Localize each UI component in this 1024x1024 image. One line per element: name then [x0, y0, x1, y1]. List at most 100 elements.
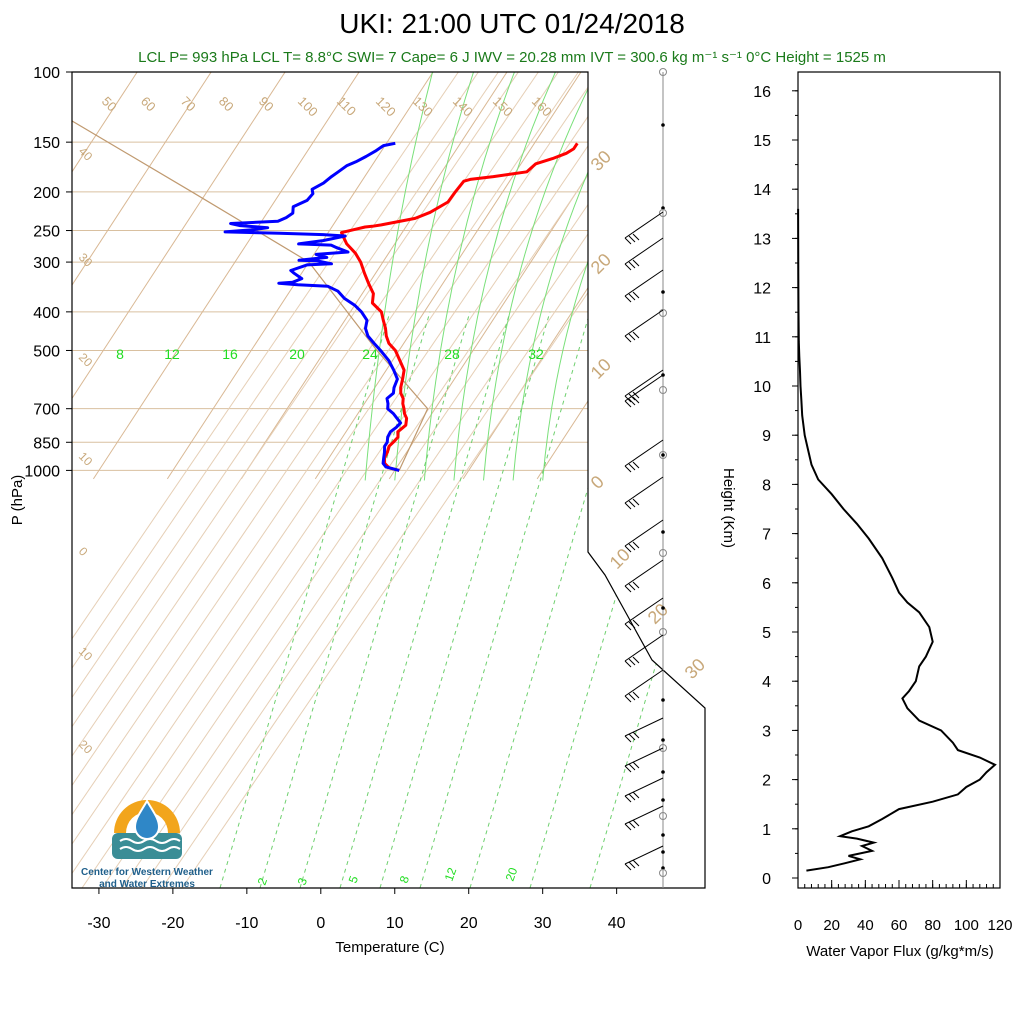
mixing-ratio-label: 5 — [346, 874, 362, 885]
wind-level-dot — [661, 698, 665, 702]
dry-adiabat-label: 110 — [334, 94, 359, 119]
wind-barb-flag — [632, 233, 640, 241]
pressure-tick-label: 200 — [33, 185, 60, 202]
wind-barb-flag — [624, 823, 632, 831]
wind-barb-flag — [624, 400, 632, 408]
wind-barb — [624, 634, 664, 662]
mixing-ratio-label: 16 — [222, 346, 238, 362]
wind-level-dot — [661, 738, 665, 742]
wind-barb — [624, 669, 664, 697]
wind-barb-flag — [624, 585, 632, 593]
wind-barb-flag — [628, 583, 636, 591]
flux-tick-label: 100 — [954, 917, 979, 934]
isotherm-line — [240, 72, 508, 480]
dewpoint-profile-line — [223, 141, 403, 472]
wind-barb-flag — [624, 695, 632, 703]
dry-adiabat-line — [81, 72, 639, 888]
isotherm-line — [72, 72, 212, 287]
isotherm-edge-label: 0 — [76, 544, 91, 559]
wind-level-dot — [661, 606, 665, 610]
pressure-tick-label: 700 — [33, 402, 60, 419]
flux-tick-label: 0 — [794, 917, 802, 934]
pressure-tick-label: 250 — [33, 224, 60, 241]
wind-barb-flag — [632, 761, 640, 769]
dry-adiabat-line — [72, 72, 579, 816]
height-tick-label: 16 — [753, 84, 771, 101]
wind-level-dot — [661, 833, 665, 837]
wind-barb-flag — [628, 861, 636, 869]
wind-barb-flag — [632, 619, 640, 627]
wind-barb-flag — [624, 623, 632, 631]
cw3e-logo: Center for Western Weather and Water Ext… — [72, 785, 222, 895]
wind-level-dot — [661, 206, 665, 210]
pressure-tick-label: 400 — [33, 305, 60, 322]
pressure-tick-label: 150 — [33, 135, 60, 152]
wind-barb-flag — [632, 819, 640, 827]
wind-level-dot — [661, 798, 665, 802]
wind-barb-flag — [632, 331, 640, 339]
logo-text-line1: Center for Western Weather — [81, 867, 213, 878]
mixing-ratio-label: 12 — [164, 346, 180, 362]
mixing-ratio-label: 32 — [528, 346, 544, 362]
dry-adiabat-line — [72, 72, 499, 699]
wind-barb-flag — [628, 235, 636, 243]
isotherm-edge-label: 10 — [76, 644, 96, 664]
wind-panel-mask — [588, 72, 1000, 900]
wind-calm-circle — [659, 386, 667, 394]
pressure-tick-label: 300 — [33, 255, 60, 272]
moist-adiabat-line — [423, 72, 516, 481]
flux-tick-label: 20 — [823, 917, 840, 934]
wind-barb-flag — [632, 396, 640, 404]
wind-barb — [624, 269, 664, 297]
dry-adiabat-label: 80 — [216, 94, 237, 115]
chart-title: UKI: 21:00 UTC 01/24/2018 — [339, 8, 685, 39]
mixing-ratio-label: 12 — [442, 865, 460, 883]
x-axis-label: Temperature (C) — [335, 939, 444, 956]
wind-calm-circle — [659, 451, 667, 459]
dry-adiabat-label: 130 — [410, 94, 436, 120]
isotherm-line — [92, 72, 360, 480]
mixing-ratio-line — [419, 311, 591, 888]
wind-barb — [624, 211, 664, 239]
wind-barb-flag — [624, 863, 632, 871]
wind-barb-flag — [628, 621, 636, 629]
wind-level-dot — [661, 770, 665, 774]
wind-barb-flag — [632, 859, 640, 867]
wind-barb — [624, 476, 664, 504]
height-tick-label: 11 — [754, 330, 771, 347]
logo-text-line2: and Water Extremes — [99, 879, 195, 890]
mixing-ratio-label: 8 — [116, 346, 124, 362]
wind-level-dot — [661, 866, 665, 870]
wind-barb — [624, 559, 664, 587]
dry-adiabat-label: 100 — [295, 94, 321, 120]
moist-adiabat-line — [483, 72, 597, 481]
temperature-tick-label: -30 — [87, 915, 110, 932]
water-vapor-flux-line — [797, 208, 997, 872]
isotherm-line — [72, 72, 286, 400]
sounding-indices: LCL P= 993 hPa LCL T= 8.8°C SWI= 7 Cape=… — [138, 49, 886, 66]
flux-y-axis-label: Height (Km) — [720, 468, 737, 548]
wind-calm-circle — [659, 812, 667, 820]
wind-barb — [624, 237, 664, 265]
flux-tick-label: 60 — [891, 917, 908, 934]
wind-barb-flag — [632, 791, 640, 799]
isotherm-line — [314, 72, 582, 480]
height-tick-label: 13 — [753, 231, 771, 248]
wind-barb-flag — [624, 295, 632, 303]
dry-adiabat-line — [72, 72, 559, 787]
wind-barb-flag — [632, 656, 640, 664]
skewt-frame — [71, 71, 706, 889]
wind-calm-circle — [659, 68, 667, 76]
wind-barb-flag — [628, 393, 636, 401]
cw3e-logo-icon — [112, 799, 182, 859]
wind-barb-flag — [628, 333, 636, 341]
temperature-tick-label: 30 — [534, 915, 552, 932]
mixing-ratio-line — [379, 311, 551, 888]
dry-adiabat-line — [72, 72, 459, 640]
wind-barb-flag — [632, 581, 640, 589]
wind-level-dot — [661, 453, 665, 457]
wind-barb — [624, 597, 664, 625]
dry-adiabat-line — [72, 72, 599, 845]
temperature-tick-label: 20 — [460, 915, 478, 932]
